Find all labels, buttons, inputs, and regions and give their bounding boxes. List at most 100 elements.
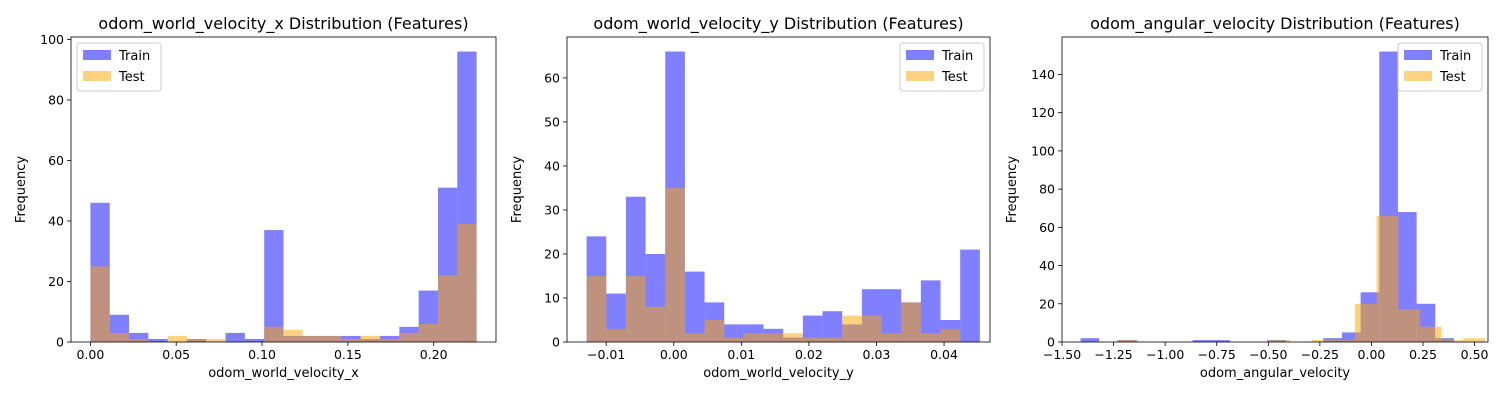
histogram-bar-test [586, 275, 607, 342]
legend-label-test: Test [941, 70, 968, 85]
legend-label-train: Train [118, 49, 150, 64]
histogram-bar-test [186, 338, 207, 342]
histogram-bar-test [881, 333, 902, 342]
x-tick-label: −0.01 [587, 347, 625, 362]
histogram-bar-test [743, 333, 764, 342]
y-axis-label: Frequency [510, 156, 525, 223]
histogram-panel-angular-velocity: −1.50 −1.25 −1.00 −0.75 −0.50 −0.25 0.00 0.25 0.… [1005, 14, 1489, 381]
histogram-bar-train [1211, 340, 1230, 342]
legend-swatch-test [906, 71, 934, 81]
x-axis-label: odom_world_velocity_y [703, 366, 854, 381]
chart-title: odom_world_velocity_y Distribution (Feat… [593, 14, 963, 34]
y-tick-label: 10 [544, 290, 560, 305]
chart-title: odom_angular_velocity Distribution (Feat… [1090, 14, 1460, 34]
series-test-bars [1116, 215, 1485, 342]
histogram-bar-train [822, 311, 843, 342]
histogram-bar-test [901, 302, 921, 342]
series-train-bars [586, 51, 980, 343]
x-tick-label: −0.75 [1198, 347, 1236, 362]
histogram-bar-test [645, 306, 666, 342]
y-tick-label: 120 [1031, 105, 1055, 120]
legend: Train Test [899, 42, 985, 92]
histogram-bar-test [206, 338, 226, 342]
x-tick-label: −1.25 [1094, 347, 1132, 362]
histogram-bar-test [1268, 340, 1290, 342]
histogram-bar-test [341, 338, 361, 342]
histogram-bar-test [940, 328, 961, 342]
histogram-bar-train [1192, 340, 1212, 342]
legend-label-train: Train [1439, 49, 1471, 64]
y-tick-label: 40 [48, 213, 64, 228]
y-tick-label: 30 [544, 202, 560, 217]
histogram-bar-train [1341, 332, 1361, 342]
histogram-bar-train [1080, 338, 1100, 342]
y-tick-label: 140 [1031, 67, 1055, 82]
x-tick-label: 0.15 [334, 347, 362, 362]
legend-swatch-test [1404, 71, 1432, 81]
y-axis-label: Frequency [14, 156, 29, 223]
histogram-bar-train [264, 230, 284, 342]
histogram-bar-test [1354, 303, 1377, 342]
legend: Train Test [76, 42, 162, 92]
histogram-panel-velocity-x: 0.00 0.05 0.10 0.15 0.20 0 20 40 60 80 100 odom_wor… [14, 14, 497, 381]
y-tick-label: 40 [544, 158, 560, 173]
histogram-bar-test [1116, 340, 1139, 342]
y-tick-label: 60 [1039, 220, 1055, 235]
histogram-bar-train [920, 280, 941, 342]
histogram-bar-test [822, 337, 843, 342]
y-tick-label: 40 [1039, 258, 1055, 273]
histogram-bar-test [437, 275, 458, 342]
axes-frame [566, 36, 991, 343]
y-tick-label: 20 [1039, 296, 1055, 311]
x-tick-label: 0.00 [76, 347, 104, 362]
legend-label-test: Test [118, 70, 145, 85]
histogram-bar-test [90, 266, 110, 342]
axes-frame [70, 36, 497, 343]
x-tick-label: −1.00 [1146, 347, 1184, 362]
histogram-bar-test [920, 333, 941, 342]
x-tick-label: 0.10 [248, 347, 276, 362]
histogram-bar-train [148, 338, 168, 342]
y-tick-label: 100 [40, 32, 64, 47]
x-axis-label: odom_angular_velocity [1200, 366, 1351, 381]
x-tick-label: 0.02 [795, 347, 823, 362]
histogram-bar-train [881, 289, 902, 342]
histogram-bar-test [1376, 215, 1399, 342]
y-tick-label: 20 [48, 274, 64, 289]
histogram-bar-test [418, 323, 438, 342]
y-tick-label: 0 [56, 335, 64, 350]
x-tick-label: 0.25 [1409, 347, 1437, 362]
y-tick-label: 60 [48, 153, 64, 168]
histogram-bar-test [129, 338, 149, 342]
histogram-bar-test [322, 335, 342, 342]
histogram-bar-test [457, 223, 477, 342]
histogram-bar-test [283, 329, 303, 342]
histogram-bar-test [264, 326, 284, 342]
histogram-bar-test [842, 315, 862, 342]
legend-swatch-test [83, 71, 111, 81]
histogram-bar-test [399, 332, 419, 342]
histogram-bar-test [861, 315, 882, 342]
legend-swatch-train [83, 50, 111, 60]
chart-title: odom_world_velocity_x Distribution (Feat… [98, 14, 468, 34]
y-tick-label: 100 [1031, 143, 1055, 158]
x-tick-label: 0.50 [1461, 347, 1489, 362]
x-tick-label: −0.50 [1249, 347, 1287, 362]
histogram-panel-velocity-y: −0.01 0.00 0.01 0.02 0.03 0.04 0 10 20 30 40 50 60 od… [510, 14, 991, 381]
histogram-bar-test [704, 319, 725, 342]
x-tick-label: −0.25 [1301, 347, 1339, 362]
x-axis-label: odom_world_velocity_x [208, 366, 359, 381]
histogram-bar-test [724, 337, 744, 342]
y-tick-label: 20 [544, 246, 560, 261]
x-tick-label: −1.50 [1043, 347, 1081, 362]
x-tick-label: 0.20 [420, 347, 448, 362]
histogram-bar-test [783, 333, 803, 342]
histogram-bar-train [802, 315, 823, 342]
histogram-bar-train [960, 249, 980, 342]
histogram-bar-test [1463, 338, 1485, 342]
histogram-bar-test [1398, 309, 1420, 342]
histogram-bar-train [244, 338, 265, 342]
legend-label-train: Train [941, 49, 973, 64]
histogram-bar-test [302, 335, 323, 342]
